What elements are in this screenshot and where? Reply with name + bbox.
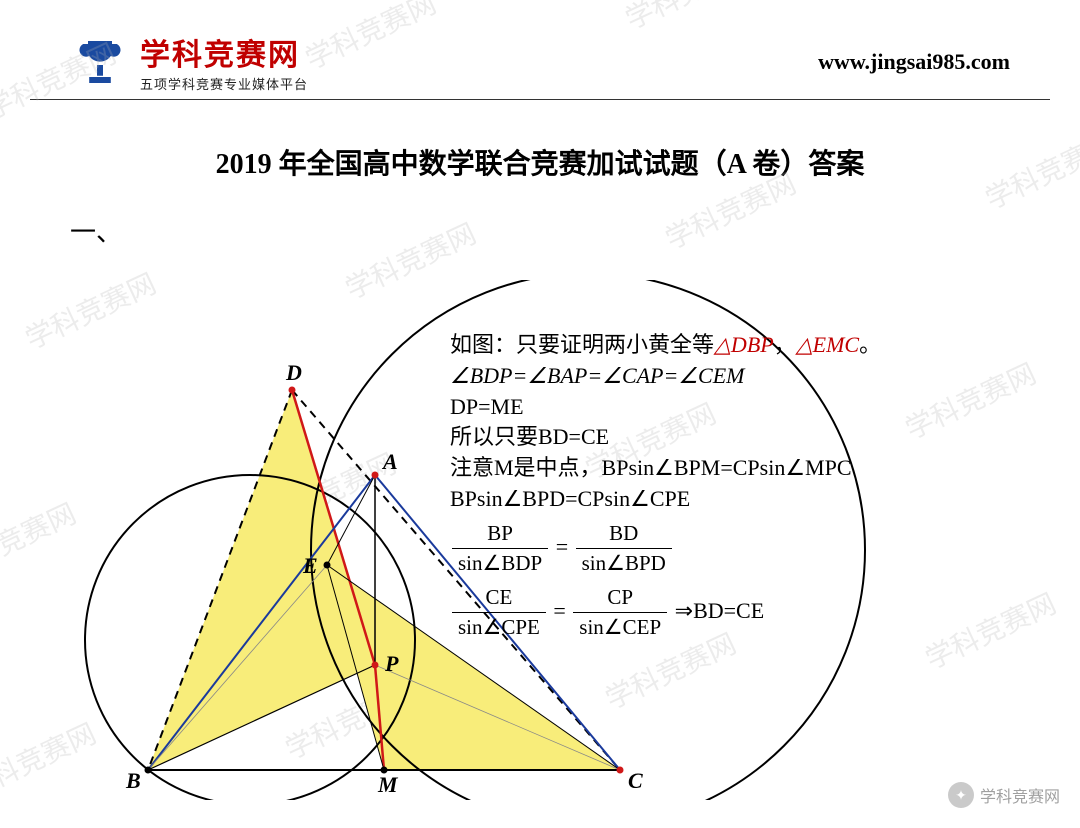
wechat-label: 学科竞赛网 <box>980 783 1060 807</box>
svg-text:E: E <box>302 553 318 578</box>
site-url: www.jingsai985.com <box>818 49 1010 75</box>
proof-sep: ， <box>774 332 796 357</box>
frac-den: sin∠BPD <box>576 549 672 578</box>
proof-end: 。 <box>859 332 881 357</box>
svg-text:C: C <box>628 768 643 793</box>
proof-line: DP=ME <box>450 392 1040 423</box>
proof-implies: ⇒BD=CE <box>675 598 765 623</box>
frac-num: BD <box>576 519 672 549</box>
svg-text:M: M <box>377 772 399 797</box>
svg-text:P: P <box>384 651 399 676</box>
proof-fraction-line-2: CEsin∠CPE = CPsin∠CEP ⇒BD=CE <box>450 583 1040 643</box>
page-header: 学科竞赛网 五项学科竞赛专业媒体平台 www.jingsai985.com <box>30 0 1050 100</box>
svg-text:D: D <box>285 360 302 385</box>
proof-text: 如图：只要证明两小黄全等△DBP，△EMC。 ∠BDP=∠BAP=∠CAP=∠C… <box>450 330 1040 642</box>
frac-num: CP <box>573 583 667 613</box>
svg-text:B: B <box>125 768 141 793</box>
proof-fraction-line-1: BPsin∠BDP = BDsin∠BPD <box>450 519 1040 579</box>
frac-den: sin∠CEP <box>573 613 667 642</box>
frac-den: sin∠BDP <box>452 549 548 578</box>
frac-num: CE <box>452 583 546 613</box>
trophy-icon <box>70 32 130 92</box>
section-number: 一、 <box>70 212 1080 249</box>
site-subtitle: 五项学科竞赛专业媒体平台 <box>140 74 308 93</box>
proof-line: 如图：只要证明两小黄全等 <box>450 332 714 357</box>
triangle-emc: △EMC <box>796 332 859 357</box>
logo-block: 学科竞赛网 五项学科竞赛专业媒体平台 <box>70 30 308 93</box>
wechat-icon: ✦ <box>948 782 974 808</box>
proof-line: BPsin∠BPD=CPsin∠CPE <box>450 484 1040 515</box>
proof-span: 注意M是中点，BPsin∠BPM=CPsin∠MPC <box>450 455 852 480</box>
triangle-dbp: △DBP <box>714 332 774 357</box>
proof-line: 所以只要BD=CE <box>450 422 1040 453</box>
page-title: 2019 年全国高中数学联合竞赛加试试题（A 卷）答案 <box>0 142 1080 182</box>
frac-num: BP <box>452 519 548 549</box>
wechat-badge: ✦ 学科竞赛网 <box>948 782 1060 808</box>
proof-line: ∠BDP=∠BAP=∠CAP=∠CEM <box>450 361 1040 392</box>
proof-line: 注意M是中点，BPsin∠BPM=CPsin∠MPC <box>450 453 1040 484</box>
frac-den: sin∠CPE <box>452 613 546 642</box>
svg-text:A: A <box>381 449 398 474</box>
site-title: 学科竞赛网 <box>140 30 308 74</box>
